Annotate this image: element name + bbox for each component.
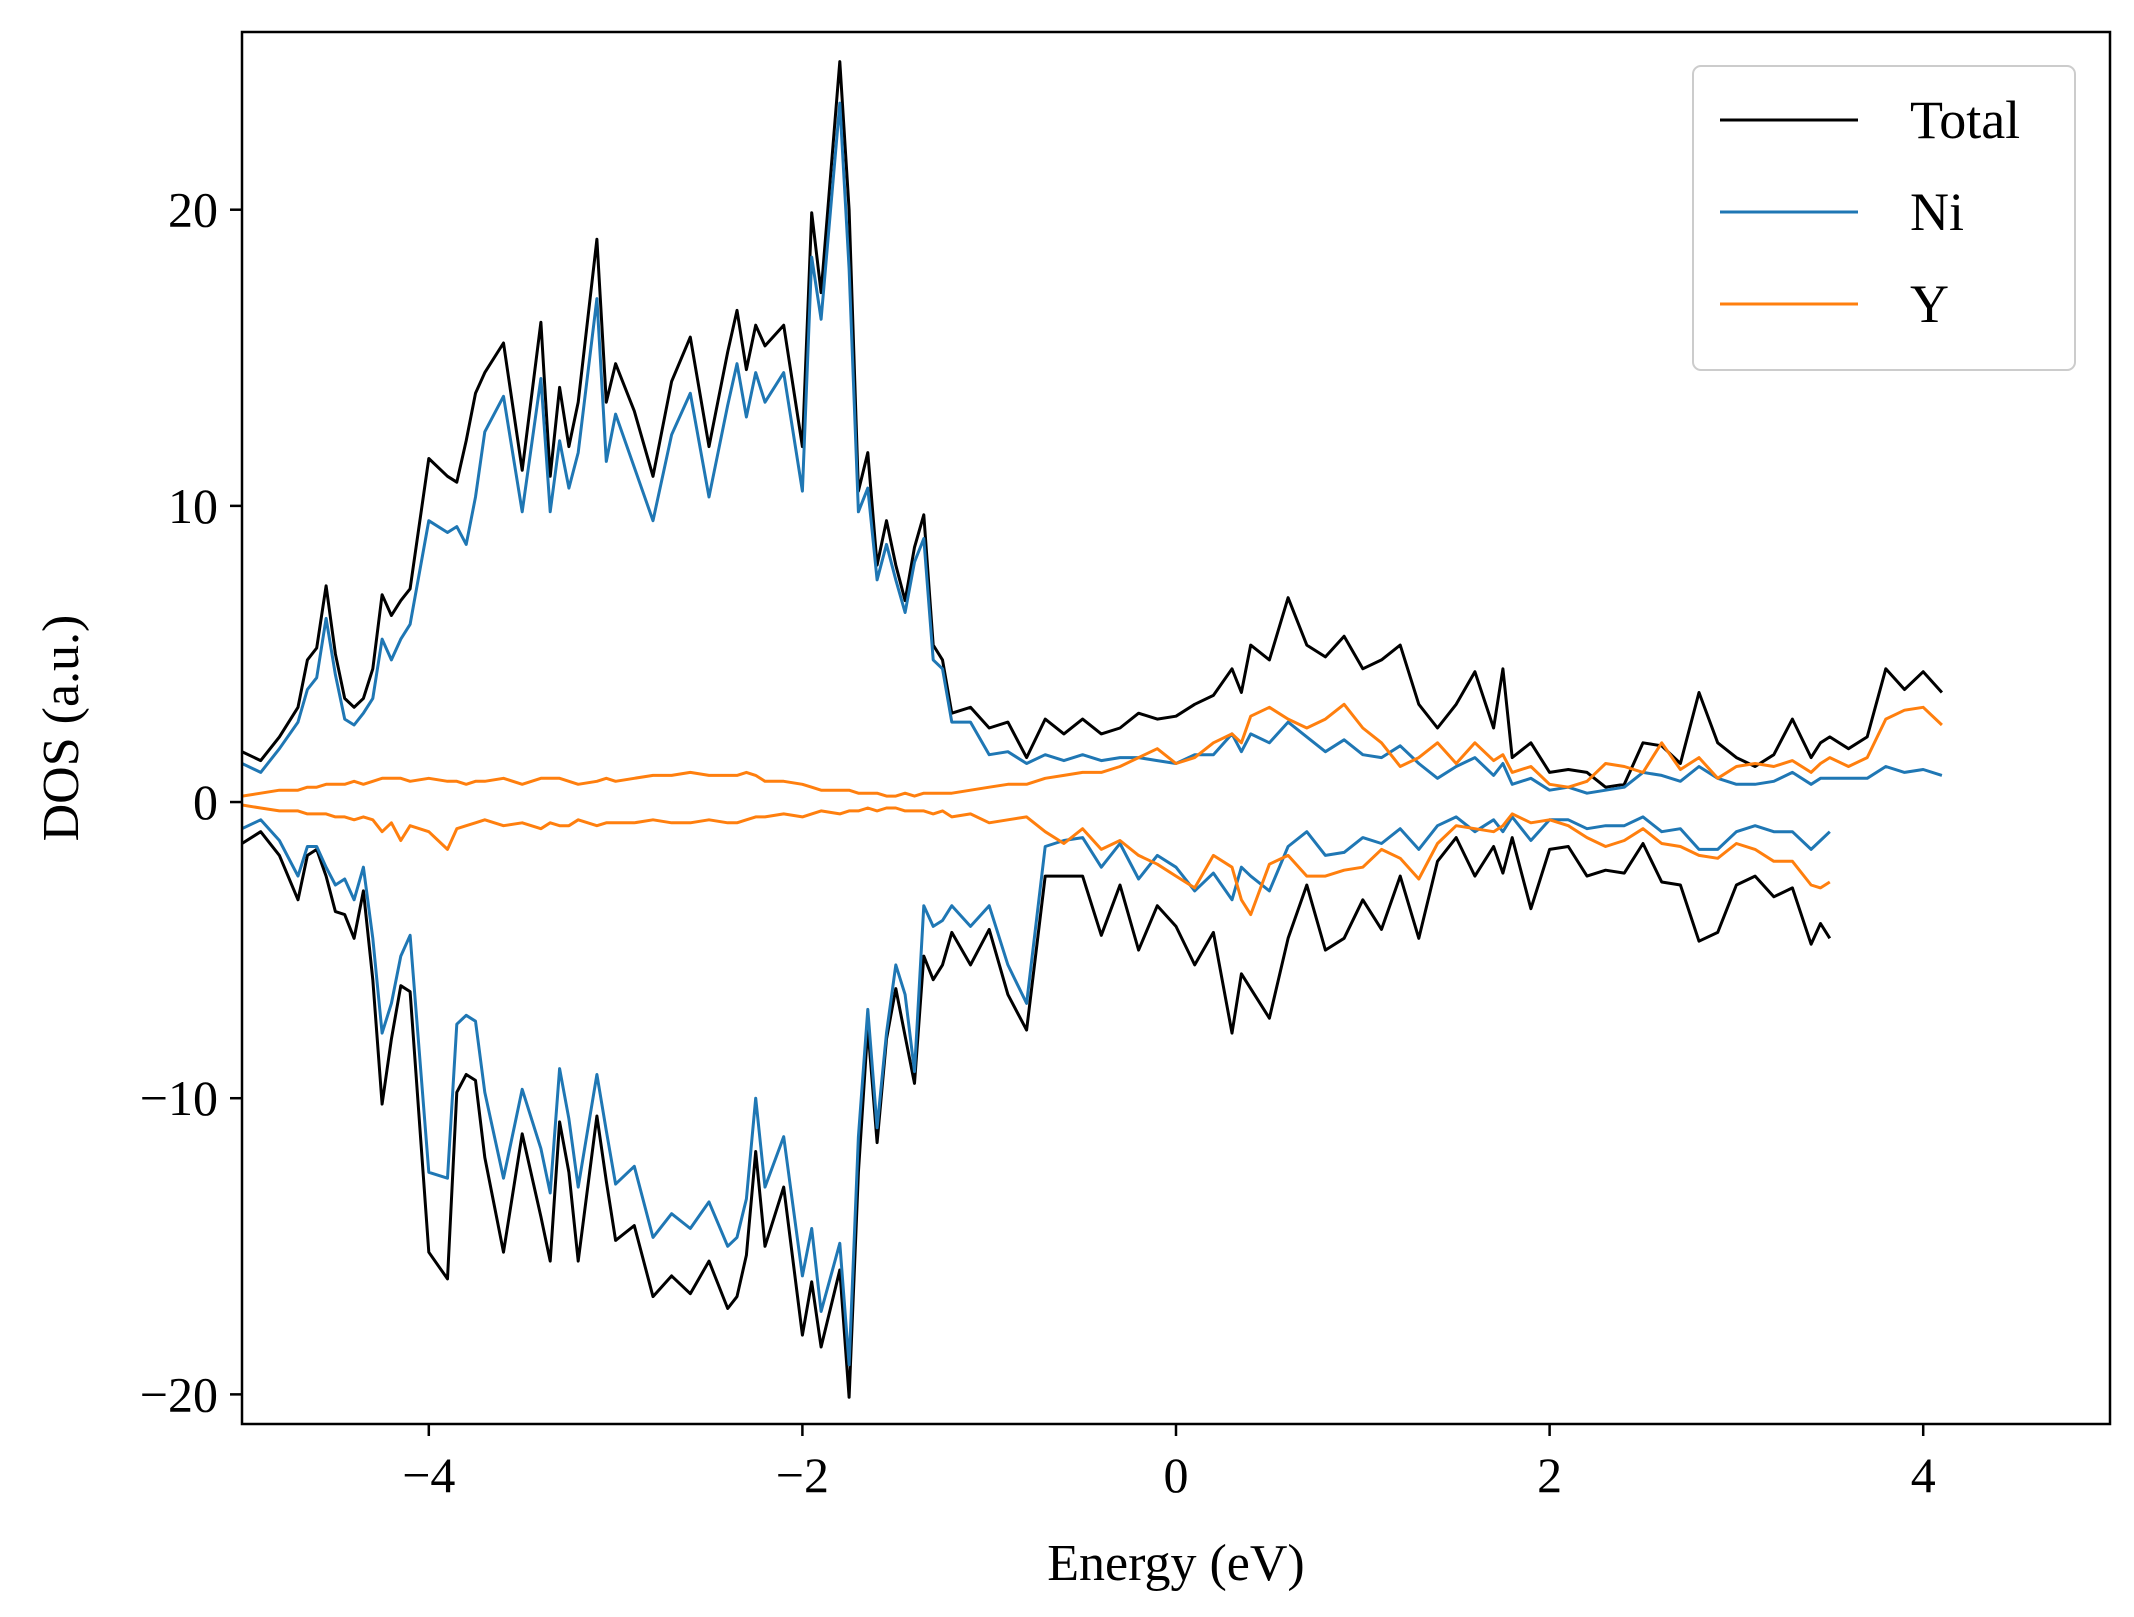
y-tick-label: −20 — [140, 1366, 218, 1422]
series-line-total-down — [242, 830, 1832, 1399]
series-line-total-up — [242, 60, 1944, 789]
legend-label-ni: Ni — [1910, 182, 1964, 242]
y-tick-label: −10 — [140, 1070, 218, 1126]
x-tick-label: 2 — [1537, 1447, 1562, 1503]
legend-label-total: Total — [1910, 90, 2020, 150]
y-axis-label: DOS (a.u.) — [33, 615, 90, 842]
x-tick-label: 4 — [1911, 1447, 1936, 1503]
x-tick-label: −2 — [776, 1447, 829, 1503]
series-line-y-down — [242, 803, 1831, 917]
legend-box — [1692, 65, 2076, 371]
x-tick-label: −4 — [402, 1447, 455, 1503]
y-tick-label: 0 — [193, 774, 218, 830]
series-lines — [242, 60, 1944, 1399]
y-tick-label: 20 — [168, 182, 218, 238]
series-line-ni-down — [242, 815, 1831, 1367]
x-tick-label: 0 — [1164, 1447, 1189, 1503]
series-line-y-up — [242, 702, 1943, 798]
legend: Total Ni Y — [1692, 65, 2076, 371]
series-line-ni-up — [242, 101, 1943, 795]
y-tick-label: 10 — [168, 478, 218, 534]
x-axis-label: Energy (eV) — [1047, 1535, 1305, 1592]
legend-label-y: Y — [1910, 274, 1949, 334]
